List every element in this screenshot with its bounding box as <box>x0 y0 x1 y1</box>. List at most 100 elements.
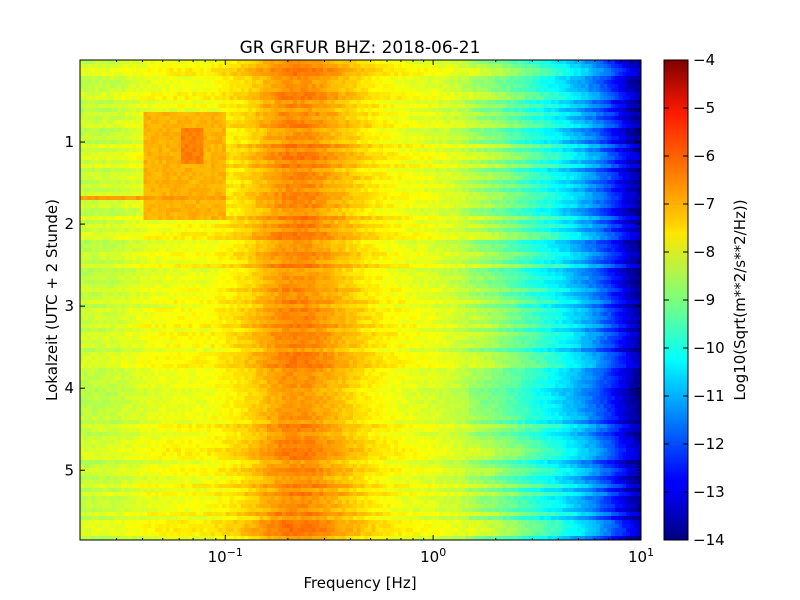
heatmap-cell <box>199 360 205 365</box>
heatmap-cell <box>139 500 145 505</box>
heatmap-cell <box>173 236 178 241</box>
heatmap-cell <box>166 428 171 433</box>
heatmap-cell <box>106 388 111 393</box>
heatmap-cell <box>143 132 148 137</box>
heatmap-cell <box>121 200 126 205</box>
heatmap-cell <box>195 480 201 485</box>
heatmap-cell <box>229 268 234 273</box>
heatmap-cell <box>162 388 167 393</box>
heatmap-cell <box>109 468 115 473</box>
heatmap-cell <box>124 368 130 373</box>
heatmap-cell <box>102 448 107 453</box>
heatmap-cell <box>166 184 171 189</box>
heatmap-cell <box>207 244 212 249</box>
heatmap-cell <box>98 428 104 433</box>
heatmap-cell <box>94 436 100 441</box>
heatmap-cell <box>154 248 160 253</box>
heatmap-cell <box>83 68 89 73</box>
heatmap-cell <box>117 500 122 505</box>
heatmap-cell <box>102 176 107 181</box>
heatmap-cell <box>210 72 216 77</box>
heatmap-cell <box>87 216 92 221</box>
heatmap-cell <box>139 180 145 185</box>
heatmap-cell <box>229 112 234 117</box>
heatmap-cell <box>109 116 115 121</box>
heatmap-cell <box>132 100 137 105</box>
heatmap-cell <box>169 136 175 141</box>
heatmap-cell <box>98 212 104 217</box>
heatmap-cell <box>94 432 100 437</box>
heatmap-cell <box>214 328 219 333</box>
heatmap-cell <box>180 60 186 65</box>
heatmap-cell <box>113 192 118 197</box>
heatmap-cell <box>169 316 175 321</box>
heatmap-cell <box>91 336 96 341</box>
heatmap-cell <box>169 476 175 481</box>
heatmap-cell <box>154 200 160 205</box>
heatmap-cell <box>203 144 208 149</box>
heatmap-cell <box>94 220 100 225</box>
heatmap-cell <box>229 124 234 129</box>
heatmap-cell <box>229 156 234 161</box>
heatmap-cell <box>195 496 201 501</box>
heatmap-cell <box>94 496 100 501</box>
heatmap-cell <box>177 388 182 393</box>
heatmap-cell <box>173 112 178 117</box>
heatmap-cell <box>139 468 145 473</box>
heatmap-cell <box>106 384 111 389</box>
heatmap-cell <box>151 224 156 229</box>
heatmap-cell <box>80 320 85 325</box>
heatmap-cell <box>162 356 167 361</box>
heatmap-cell <box>177 148 182 153</box>
heatmap-cell <box>225 516 231 521</box>
heatmap-cell <box>184 92 190 97</box>
heatmap-cell <box>132 60 137 65</box>
heatmap-cell <box>98 504 104 509</box>
heatmap-cell <box>121 460 126 465</box>
heatmap-cell <box>117 84 122 89</box>
heatmap-cell <box>166 420 171 425</box>
heatmap-cell <box>91 496 96 501</box>
heatmap-cell <box>158 240 163 245</box>
heatmap-cell <box>166 356 171 361</box>
heatmap-cell <box>225 96 231 101</box>
heatmap-cell <box>177 400 182 405</box>
heatmap-cell <box>210 464 216 469</box>
heatmap-cell <box>132 76 137 81</box>
heatmap-cell <box>132 124 137 129</box>
heatmap-cell <box>91 188 96 193</box>
heatmap-cell <box>177 328 182 333</box>
heatmap-cell <box>177 436 182 441</box>
heatmap-cell <box>173 220 178 225</box>
heatmap-cell <box>98 472 104 477</box>
heatmap-cell <box>169 188 175 193</box>
heatmap-cell <box>147 336 152 341</box>
heatmap-cell <box>195 72 201 77</box>
heatmap-cell <box>106 364 111 369</box>
heatmap-cell <box>225 144 231 149</box>
heatmap-cell <box>195 348 201 353</box>
heatmap-cell <box>132 68 137 73</box>
heatmap-cell <box>154 308 160 313</box>
heatmap-cell <box>136 196 141 201</box>
heatmap-cell <box>207 144 212 149</box>
heatmap-cell <box>225 184 231 189</box>
heatmap-cell <box>169 508 175 513</box>
heatmap-cell <box>83 152 89 157</box>
heatmap-cell <box>91 240 96 245</box>
heatmap-cell <box>214 292 219 297</box>
heatmap-cell <box>162 124 167 129</box>
heatmap-cell <box>188 412 193 417</box>
heatmap-cell <box>214 504 219 509</box>
heatmap-cell <box>199 128 205 133</box>
heatmap-cell <box>229 80 234 85</box>
heatmap-cell <box>80 528 85 533</box>
heatmap-cell <box>98 528 104 533</box>
heatmap-cell <box>225 244 231 249</box>
heatmap-cell <box>109 356 115 361</box>
heatmap-cell <box>98 148 104 153</box>
heatmap-cell <box>218 376 223 381</box>
heatmap-cell <box>143 244 148 249</box>
heatmap-cell <box>222 332 227 337</box>
heatmap-cell <box>117 76 122 81</box>
